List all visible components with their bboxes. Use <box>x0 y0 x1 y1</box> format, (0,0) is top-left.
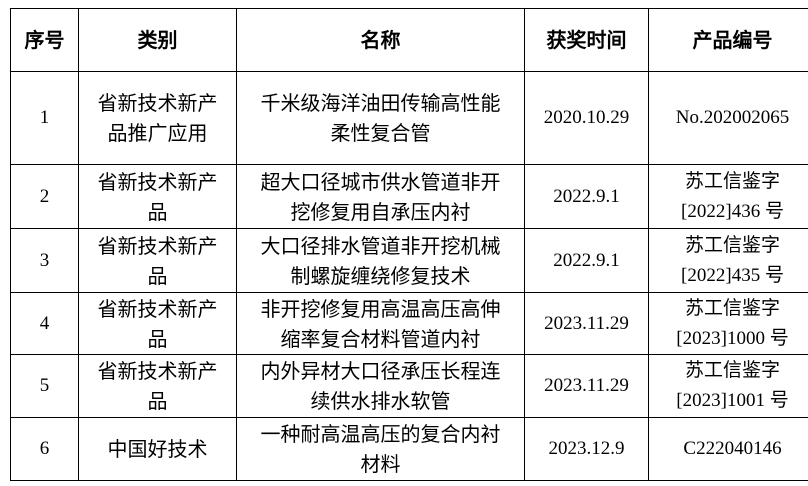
header-row: 序号 类别 名称 获奖时间 产品编号 <box>10 8 808 72</box>
row-category: 省新技术新产品 <box>78 228 237 293</box>
row-name: 非开挖修复用高温高压高伸缩率复合材料管道内衬 <box>236 292 525 355</box>
row-category: 中国好技术 <box>78 417 237 481</box>
header-date: 获奖时间 <box>524 8 649 72</box>
row-name: 一种耐高温高压的复合内衬材料 <box>236 417 525 481</box>
row-name: 千米级海洋油田传输高性能柔性复合管 <box>236 71 525 165</box>
row-no: 4 <box>10 292 79 355</box>
header-category: 类别 <box>78 8 237 72</box>
row-category: 省新技术新产品 <box>78 164 237 229</box>
table-row: 3 省新技术新产品 大口径排水管道非开挖机械制螺旋缠绕修复技术 2022.9.1 苏工信… <box>10 228 808 293</box>
row-category: 省新技术新产品 <box>78 354 237 418</box>
row-code: No.202002065 <box>648 71 808 165</box>
row-name: 内外异材大口径承压长程连续供水排水软管 <box>236 354 525 418</box>
row-code: 苏工信鉴字[2023]1000 号 <box>648 292 808 355</box>
row-category: 省新技术新产品推广应用 <box>78 71 237 165</box>
row-no: 1 <box>10 71 79 165</box>
table-row: 1 省新技术新产品推广应用 千米级海洋油田传输高性能柔性复合管 2020.10.29 N… <box>10 71 808 165</box>
row-no: 6 <box>10 417 79 481</box>
awards-table: 序号 类别 名称 获奖时间 产品编号 1 省新技术新产品推广应用 千米级海洋油田传输… <box>10 8 808 481</box>
header-name: 名称 <box>236 8 525 72</box>
table-row: 6 中国好技术 一种耐高温高压的复合内衬材料 2023.12.9 C222040146 <box>10 417 808 481</box>
row-name: 超大口径城市供水管道非开挖修复用自承压内衬 <box>236 164 525 229</box>
row-code: C222040146 <box>648 417 808 481</box>
row-code: 苏工信鉴字[2022]435 号 <box>648 228 808 293</box>
header-code: 产品编号 <box>648 8 808 72</box>
row-date: 2023.12.9 <box>524 417 649 481</box>
row-date: 2020.10.29 <box>524 71 649 165</box>
row-no: 2 <box>10 164 79 229</box>
table-row: 4 省新技术新产品 非开挖修复用高温高压高伸缩率复合材料管道内衬 2023.11.29… <box>10 292 808 355</box>
row-date: 2022.9.1 <box>524 164 649 229</box>
table-row: 5 省新技术新产品 内外异材大口径承压长程连续供水排水软管 2023.11.29 苏工信… <box>10 354 808 418</box>
row-code: 苏工信鉴字[2022]436 号 <box>648 164 808 229</box>
header-no: 序号 <box>10 8 79 72</box>
table-row: 2 省新技术新产品 超大口径城市供水管道非开挖修复用自承压内衬 2022.9.1 苏工信… <box>10 164 808 229</box>
row-name: 大口径排水管道非开挖机械制螺旋缠绕修复技术 <box>236 228 525 293</box>
row-date: 2023.11.29 <box>524 292 649 355</box>
row-no: 5 <box>10 354 79 418</box>
row-code: 苏工信鉴字[2023]1001 号 <box>648 354 808 418</box>
row-date: 2022.9.1 <box>524 228 649 293</box>
row-no: 3 <box>10 228 79 293</box>
row-category: 省新技术新产品 <box>78 292 237 355</box>
row-date: 2023.11.29 <box>524 354 649 418</box>
